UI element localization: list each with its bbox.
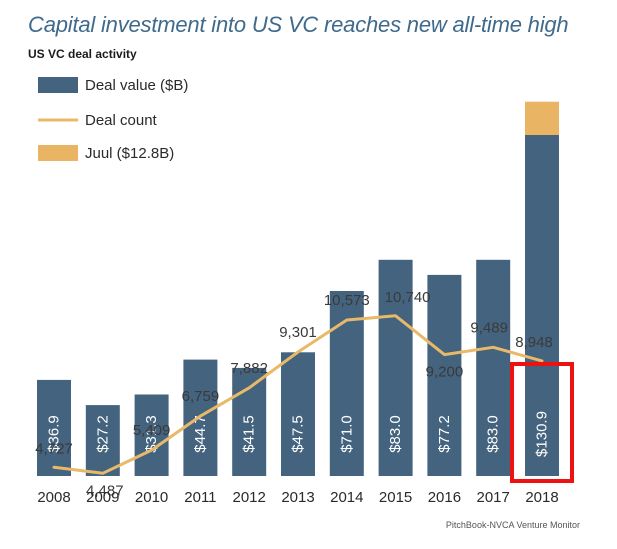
juul-segment — [525, 101, 559, 135]
legend-label-2: Juul ($12.8B) — [85, 145, 174, 162]
deal-count-label-2009: 4,487 — [86, 482, 124, 499]
bar-2016 — [427, 274, 462, 476]
x-tick-2009: 2009 — [86, 489, 119, 506]
deal-count-label-2014: 10,573 — [324, 292, 370, 309]
legend: Deal value ($B) Deal count Juul ($12.8B) — [38, 77, 188, 162]
deal-count-label-2010: 5,409 — [133, 422, 171, 439]
highlight-box-2018 — [510, 362, 574, 483]
bar-2008 — [37, 379, 71, 476]
deal-count-label-2008: 4,727 — [35, 440, 73, 457]
bar-2014 — [329, 291, 364, 476]
x-tick-2014: 2014 — [330, 489, 363, 506]
x-tick-2013: 2013 — [281, 489, 314, 506]
bar-label-2011: $44.7 — [192, 415, 209, 453]
legend-swatch-juul — [38, 145, 78, 161]
source-note: PitchBook-NVCA Venture Monitor — [445, 520, 580, 530]
deal-count-line-layer: 4,727 4,487 5,409 6,759 7,882 9,301 10,573 10,7… — [35, 289, 553, 500]
x-tick-2018: 2018 — [525, 489, 558, 506]
deal-count-label-2016: 9,200 — [426, 364, 464, 381]
deal-count-label-2017: 9,489 — [470, 319, 508, 336]
chart-subtitle: US VC deal activity — [28, 47, 137, 61]
bar-label-2008: $36.9 — [46, 415, 63, 453]
bar-label-2016: $77.2 — [436, 415, 453, 453]
bar-2017 — [476, 259, 511, 476]
x-tick-2016: 2016 — [428, 489, 461, 506]
x-tick-2017: 2017 — [477, 489, 510, 506]
x-tick-2011: 2011 — [184, 489, 216, 506]
deal-count-label-2012: 7,882 — [230, 360, 268, 377]
deal-count-label-2011: 6,759 — [182, 388, 220, 405]
bar-label-2014: $71.0 — [338, 415, 355, 453]
bar-label-2015: $83.0 — [387, 415, 404, 453]
bar-2009 — [85, 405, 120, 476]
bar-2010 — [134, 394, 169, 476]
bar-2018 — [525, 135, 559, 476]
bar-label-2010: $31.3 — [143, 415, 160, 453]
x-tick-2012: 2012 — [233, 489, 266, 506]
legend-swatch-deal-value — [38, 77, 78, 93]
chart-title: Capital investment into US VC reaches ne… — [28, 12, 569, 37]
highlight-layer — [510, 362, 574, 483]
deal-count-label-2018: 8,948 — [515, 334, 553, 351]
deal-value-bars: $36.9 $27.2 $31.3 $44.7 $41.5 $47.5 $71.0 $83.0… — [37, 101, 559, 476]
bar-label-2009: $27.2 — [94, 415, 111, 453]
bar-label-2018: $130.9 — [534, 411, 551, 457]
x-tick-2008: 2008 — [37, 489, 70, 506]
bar-2015 — [378, 259, 413, 476]
bar-label-2012: $41.5 — [241, 415, 258, 453]
x-tick-2010: 2010 — [135, 489, 168, 506]
x-axis: 2008 2009 2010 2011 2012 2013 2014 2015 2016 2017… — [37, 489, 558, 506]
bar-2013 — [281, 352, 315, 476]
legend-label-0: Deal value ($B) — [85, 77, 188, 94]
bar-label-2013: $47.5 — [290, 415, 307, 453]
legend-label-1: Deal count — [85, 112, 158, 129]
x-tick-2015: 2015 — [379, 489, 412, 506]
deal-count-line — [52, 314, 544, 475]
deal-count-label-2015: 10,740 — [385, 289, 431, 306]
bar-label-2017: $83.0 — [485, 415, 502, 453]
bar-2012 — [232, 367, 267, 476]
deal-count-label-2013: 9,301 — [279, 324, 317, 341]
